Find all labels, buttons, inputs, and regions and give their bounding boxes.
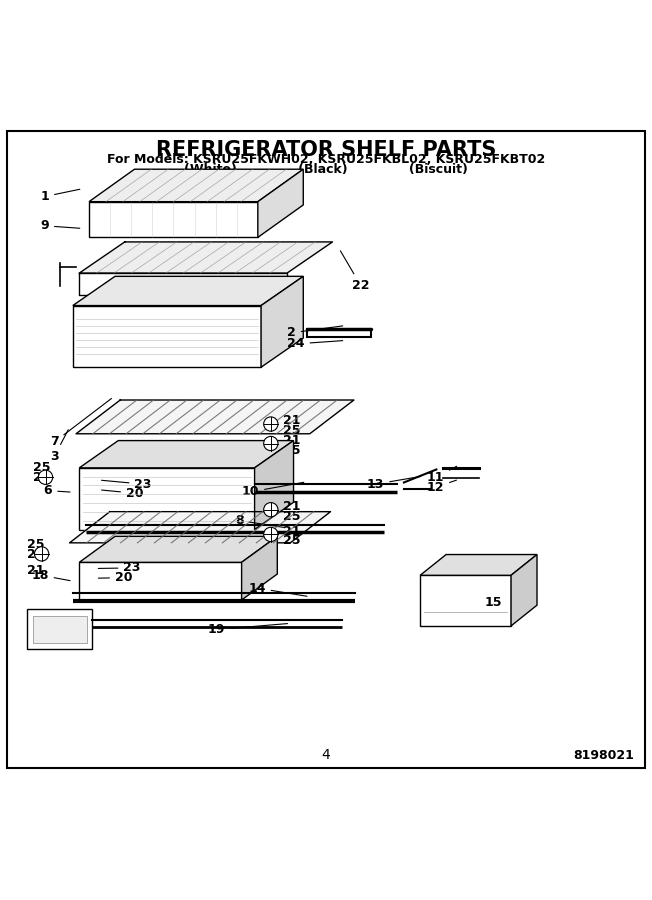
Text: 21: 21 — [33, 471, 50, 484]
Polygon shape — [76, 400, 354, 434]
Circle shape — [38, 470, 53, 484]
Polygon shape — [70, 512, 331, 543]
Polygon shape — [258, 169, 303, 238]
Text: 22: 22 — [340, 251, 370, 292]
Text: 15: 15 — [485, 596, 503, 609]
Text: 25: 25 — [33, 461, 50, 474]
Polygon shape — [80, 273, 287, 295]
Text: 10: 10 — [242, 482, 304, 499]
Text: 13: 13 — [367, 476, 421, 491]
Text: 18: 18 — [31, 569, 70, 581]
Text: 21: 21 — [282, 500, 300, 513]
Text: 6: 6 — [44, 484, 70, 497]
Text: 20: 20 — [102, 487, 143, 500]
Text: 11: 11 — [426, 466, 456, 484]
Text: 20: 20 — [98, 572, 132, 584]
Circle shape — [263, 436, 278, 451]
Text: REFRIGERATOR SHELF PARTS: REFRIGERATOR SHELF PARTS — [156, 140, 496, 159]
Text: For Models: KSRU25FKWH02, KSRU25FKBL02, KSRU25FKBT02: For Models: KSRU25FKWH02, KSRU25FKBL02, … — [107, 153, 545, 166]
Text: 21: 21 — [282, 414, 300, 427]
Text: 25: 25 — [282, 535, 300, 547]
Circle shape — [263, 417, 278, 431]
Text: 9: 9 — [40, 220, 80, 232]
Text: 21: 21 — [27, 563, 45, 577]
Text: 1: 1 — [40, 189, 80, 203]
Polygon shape — [80, 536, 277, 562]
Bar — [33, 616, 87, 643]
Polygon shape — [89, 169, 303, 202]
Text: 25: 25 — [27, 538, 45, 552]
Polygon shape — [80, 441, 293, 468]
Text: 25: 25 — [282, 444, 300, 456]
Polygon shape — [420, 554, 537, 575]
Text: 12: 12 — [426, 480, 456, 494]
Polygon shape — [261, 276, 303, 367]
Text: 21: 21 — [282, 434, 300, 446]
Text: 7: 7 — [50, 399, 111, 448]
Circle shape — [263, 527, 278, 542]
Polygon shape — [254, 441, 293, 529]
Text: 25: 25 — [282, 424, 300, 437]
Text: 8198021: 8198021 — [574, 749, 634, 761]
Circle shape — [263, 502, 278, 517]
Text: 2: 2 — [287, 326, 343, 339]
Polygon shape — [420, 575, 511, 626]
Text: 21: 21 — [27, 548, 45, 561]
Polygon shape — [80, 242, 333, 273]
Polygon shape — [73, 305, 261, 367]
Text: 3: 3 — [50, 429, 68, 463]
Polygon shape — [242, 536, 277, 600]
Text: 8: 8 — [235, 514, 284, 527]
Text: 24: 24 — [287, 338, 343, 350]
Text: 19: 19 — [208, 623, 288, 636]
Polygon shape — [80, 468, 254, 529]
Text: (White)              (Black)              (Biscuit): (White) (Black) (Biscuit) — [184, 163, 468, 176]
Text: 14: 14 — [248, 581, 307, 597]
Bar — [27, 609, 93, 649]
Text: 23: 23 — [102, 478, 152, 491]
Polygon shape — [511, 554, 537, 626]
Polygon shape — [89, 202, 258, 238]
Text: 21: 21 — [282, 525, 300, 537]
Text: 23: 23 — [98, 562, 141, 574]
Polygon shape — [73, 276, 303, 305]
Polygon shape — [80, 562, 242, 600]
Text: 4: 4 — [321, 748, 331, 761]
Circle shape — [35, 546, 49, 561]
Text: 25: 25 — [282, 509, 300, 523]
